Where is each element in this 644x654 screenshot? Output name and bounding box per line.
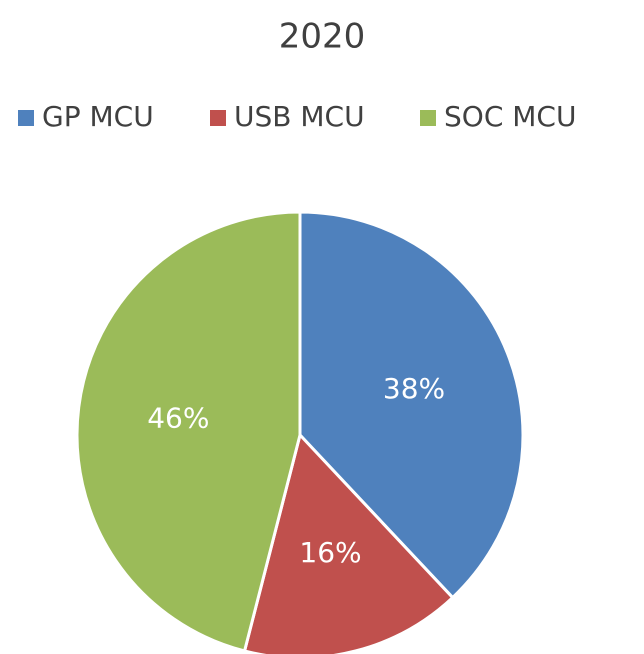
pie-slice (75, 210, 302, 653)
legend-swatch (210, 110, 226, 126)
data-label: 38% (383, 372, 445, 405)
legend-swatch (18, 110, 34, 126)
legend-swatch (420, 110, 436, 126)
legend-label: USB MCU (234, 100, 365, 133)
data-label: 46% (147, 402, 209, 435)
legend-label: GP MCU (42, 100, 154, 133)
legend-label: SOC MCU (444, 100, 576, 133)
pie-slice (242, 431, 455, 654)
data-label: 16% (299, 536, 361, 569)
chart-title: 2020 (279, 17, 366, 57)
pie-slice (298, 210, 525, 600)
